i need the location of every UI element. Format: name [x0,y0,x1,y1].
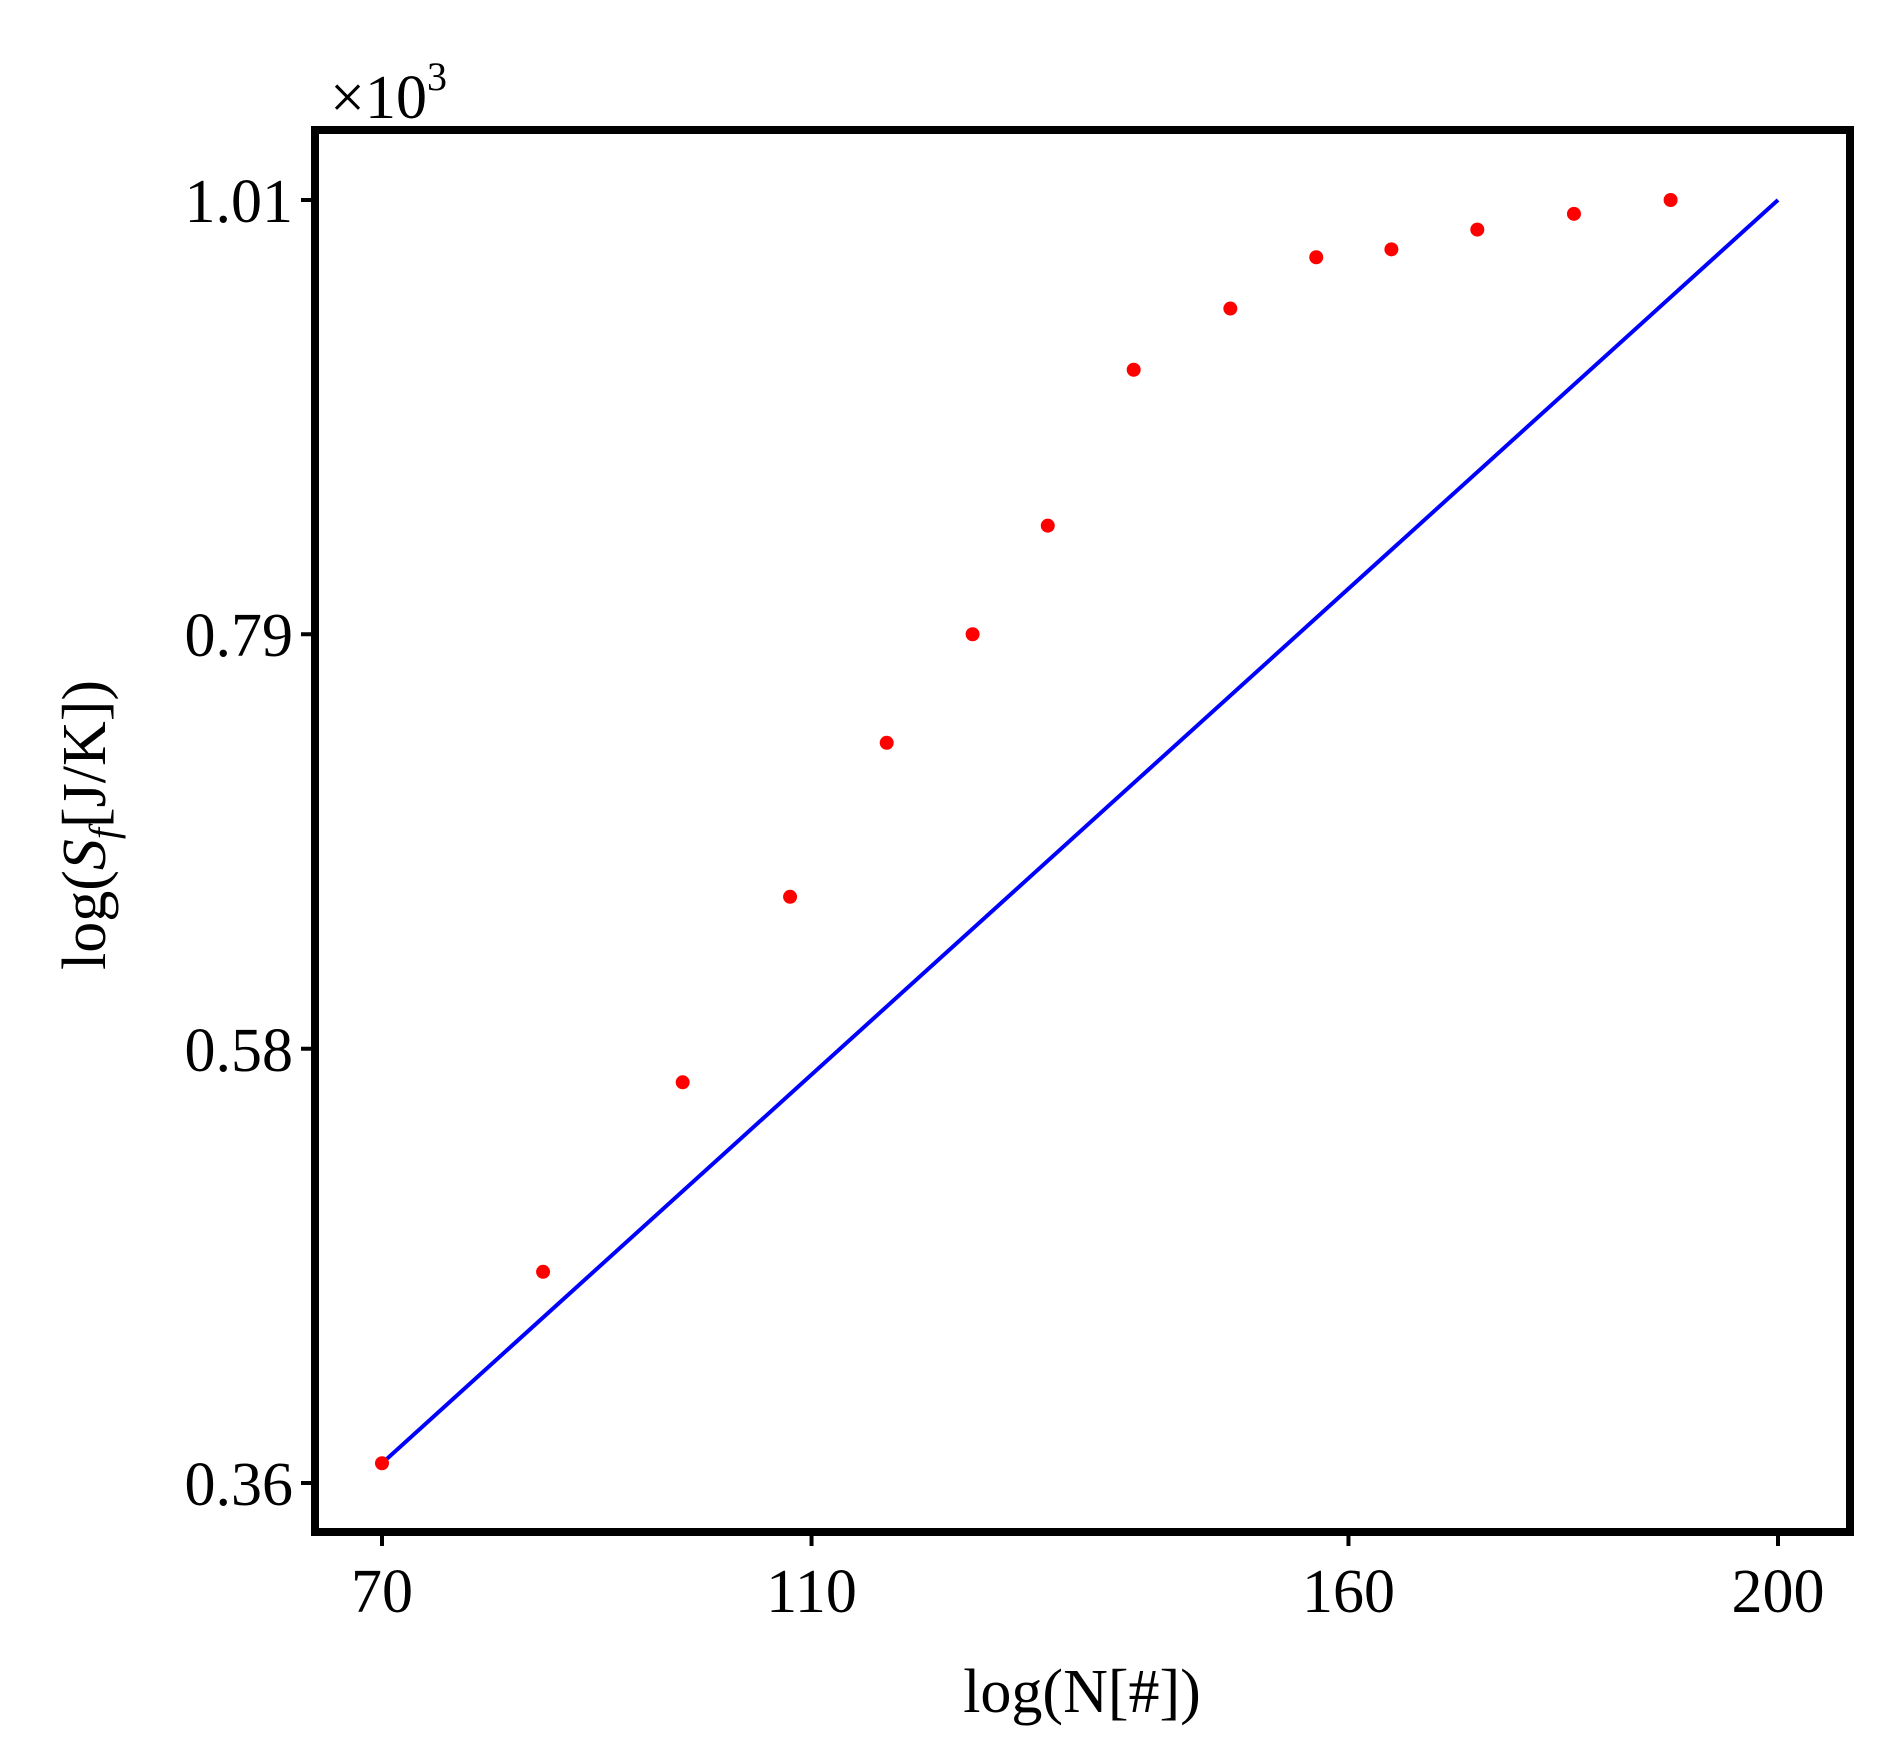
data-point [783,889,798,904]
x-tick-label: 160 [1302,1558,1395,1626]
data-point [1126,362,1141,377]
x-tick-label: 200 [1732,1558,1825,1626]
data-point [1384,242,1399,257]
y-axis-ticks: 0.36 0.58 0.79 1.01 [185,168,315,1519]
y-tick-label: 0.58 [185,1017,294,1085]
data-point [879,735,894,750]
fit-line [380,198,1780,1465]
data-point [1040,518,1055,533]
x-axis-title: log(N[#]) [963,1658,1201,1726]
y-axis-title-suffix: [J/K]) [51,680,119,828]
data-point [675,1075,690,1090]
y-tick-label: 0.36 [185,1451,294,1519]
points-layer [375,193,1678,1471]
y-axis-title: log(Sf[J/K]) [51,680,126,970]
data-point [1223,301,1238,316]
data-point [965,627,980,642]
data-point [375,1456,389,1471]
data-point [1470,222,1485,237]
y-axis-title-prefix: log( [51,870,119,970]
data-point [1309,250,1324,265]
data-point [1566,206,1581,221]
data-point [1663,193,1678,207]
x-axis-ticks: 70 110 160 200 [351,1532,1825,1626]
x-tick-label: 70 [351,1558,413,1626]
y-multiplier-base: ×10 [330,64,427,132]
y-tick-label: 1.01 [185,168,294,236]
fit-line-layer [380,198,1780,1465]
y-multiplier-exponent: 3 [427,54,447,99]
y-multiplier: ×103 [330,54,447,132]
y-axis-title-symbol: S [51,839,119,870]
data-point [536,1264,551,1279]
y-tick-label: 0.79 [185,602,294,670]
x-tick-label: 110 [766,1558,857,1626]
plot-frame [311,126,1854,1536]
